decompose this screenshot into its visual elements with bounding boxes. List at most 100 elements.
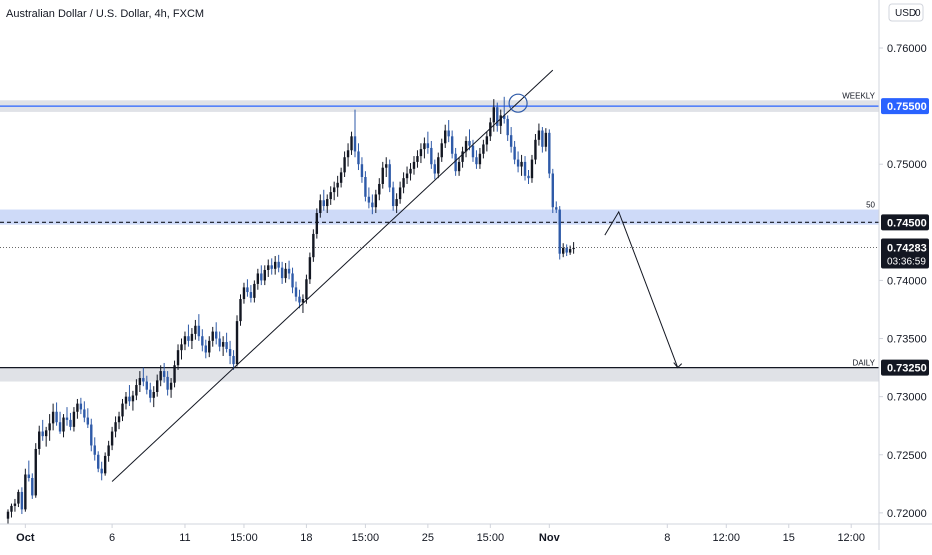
candle-body — [492, 107, 495, 123]
top-circle-marker — [508, 93, 528, 113]
candle-body — [86, 417, 90, 425]
fifty-zone-label: 50 — [866, 201, 875, 210]
candle-body — [215, 331, 218, 339]
candle-body — [346, 150, 350, 158]
candle-body — [395, 199, 398, 207]
current-price-label: 0.74283 — [887, 243, 927, 255]
candle-body — [332, 187, 336, 193]
candle-body — [10, 505, 13, 512]
candle-body — [194, 325, 197, 334]
x-tick-label: 15 — [783, 532, 795, 544]
candle-body — [475, 157, 478, 165]
y-tick-label: 0.73500 — [887, 334, 927, 346]
candle-body — [31, 478, 34, 496]
candle-body — [208, 340, 211, 353]
candle-body — [65, 417, 69, 420]
daily-zone-label: DAILY — [852, 359, 875, 368]
candle-body — [437, 157, 440, 174]
candle-body — [218, 338, 221, 347]
x-tick-label: 12:00 — [713, 532, 741, 544]
x-tick-label: 15:00 — [230, 532, 258, 544]
candle-body — [339, 172, 343, 183]
x-tick-label: 8 — [664, 532, 670, 544]
candle-body — [385, 164, 388, 168]
candle-body — [291, 273, 294, 288]
candle-body — [391, 187, 395, 207]
x-tick-label: Oct — [16, 532, 35, 544]
candle-body — [180, 344, 183, 351]
candle-body — [367, 196, 371, 203]
candle-body — [232, 355, 235, 365]
candle-body — [190, 333, 194, 341]
candle-body — [235, 321, 239, 365]
candle-body — [280, 267, 284, 279]
candle-body — [152, 392, 155, 398]
candle-body — [534, 139, 537, 160]
x-tick-label: 25 — [422, 532, 434, 544]
zone-layer: WEEKLY 50 DAILY — [0, 91, 879, 382]
candle-body — [270, 265, 273, 269]
candle-body — [145, 381, 148, 390]
candle-body — [13, 503, 17, 506]
candle-body — [541, 130, 544, 147]
candle-body — [138, 378, 142, 386]
candle-body — [398, 187, 402, 200]
candle-body — [503, 115, 506, 119]
candle-body — [173, 365, 176, 383]
currency-button[interactable]: USD 0 — [888, 3, 924, 22]
fifty-price-tag-label: 0.74500 — [887, 217, 927, 229]
candle-body — [506, 118, 509, 136]
candle-body — [381, 167, 384, 184]
candle-body — [159, 371, 162, 381]
candle-body — [103, 455, 107, 474]
candle-body — [350, 136, 353, 151]
candle-body — [454, 153, 457, 172]
candle-body — [312, 233, 315, 258]
candle-body — [169, 382, 173, 390]
candle-body — [204, 345, 207, 353]
current-price-tag — [881, 238, 929, 269]
candle-body — [156, 380, 159, 392]
candle-body — [457, 161, 461, 172]
candle-body — [353, 136, 357, 152]
candle-body — [162, 371, 166, 377]
candle-body — [253, 283, 256, 298]
candle-body — [83, 409, 86, 418]
candle-body — [48, 423, 51, 431]
candle-body — [444, 130, 447, 144]
candle-body — [315, 213, 319, 234]
candle-body — [294, 287, 298, 297]
candle-body — [468, 140, 471, 146]
candle-body — [416, 156, 419, 162]
candle-body — [568, 249, 572, 253]
symbol-title: Australian Dollar / U.S. Dollar, 4h, FXC… — [6, 8, 204, 20]
fifty-zone — [0, 209, 879, 225]
candle-body — [187, 336, 190, 341]
candle-body — [79, 403, 83, 410]
candle-body — [176, 350, 180, 366]
trendline — [111, 69, 554, 482]
candle-body — [239, 299, 242, 322]
y-tick-label: 0.73000 — [887, 392, 927, 404]
candle-body — [520, 161, 523, 167]
candle-body — [142, 378, 145, 382]
candle-body — [62, 417, 65, 432]
currency-suffix: 0 — [915, 8, 921, 19]
candle-body — [412, 161, 416, 169]
candle-body — [464, 140, 468, 152]
candle-body — [273, 261, 277, 269]
weekly-price-tag — [881, 98, 929, 115]
candle-body — [558, 209, 561, 254]
candle-body — [308, 257, 312, 280]
y-tick-label: 0.74000 — [887, 275, 927, 287]
candle-body — [419, 149, 423, 157]
x-tick-label: Nov — [539, 532, 561, 544]
candle-body — [263, 269, 266, 281]
candle-body — [572, 247, 575, 250]
candle-body — [499, 115, 502, 126]
candle-body — [562, 247, 565, 254]
candle-body — [555, 207, 558, 210]
